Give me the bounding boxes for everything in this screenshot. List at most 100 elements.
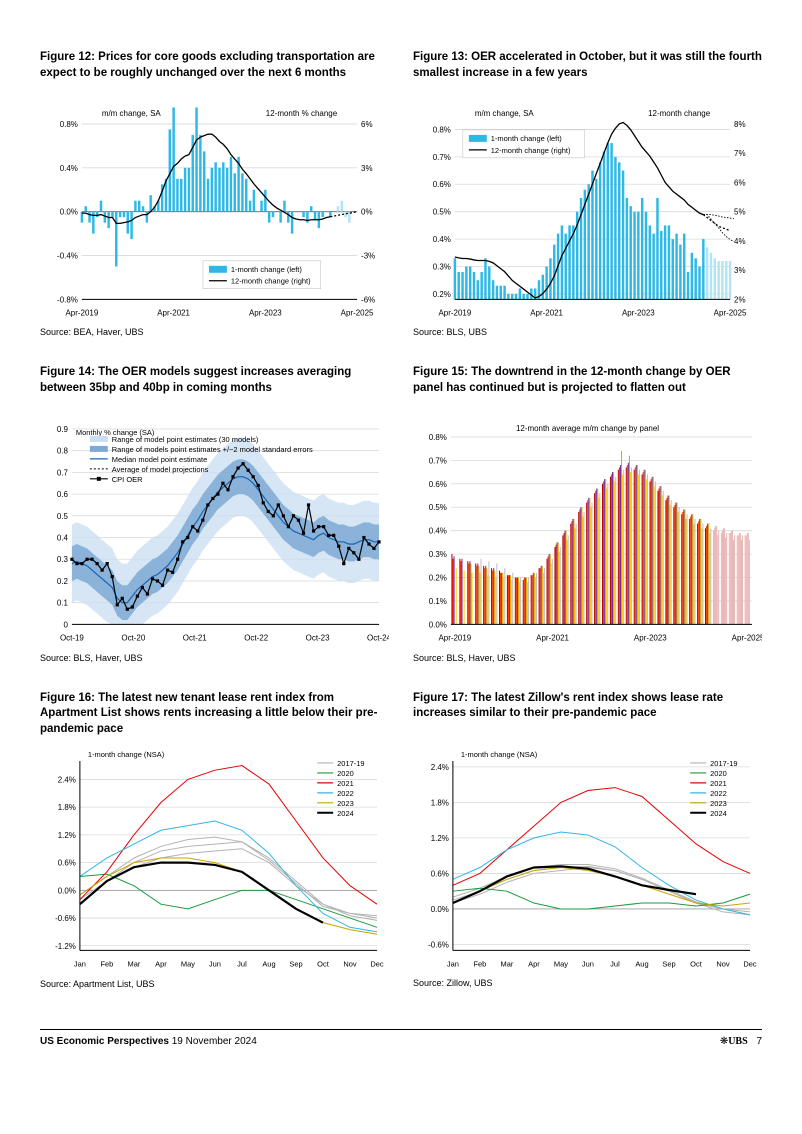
svg-text:0.8%: 0.8% [429,433,447,442]
figure-15-source: Source: BLS, Haver, UBS [413,653,762,663]
svg-text:Apr-2025: Apr-2025 [341,308,374,317]
figure-14: Figure 14: The OER models suggest increa… [40,365,389,662]
svg-text:2022: 2022 [710,789,727,798]
figure-12-title: Figure 12: Prices for core goods excludi… [40,50,389,96]
svg-text:1-month change (NSA): 1-month change (NSA) [461,750,538,759]
svg-text:Oct: Oct [690,959,703,968]
svg-text:0.5: 0.5 [57,512,69,521]
footer-date: 19 November 2024 [172,1036,257,1047]
svg-text:Apr-2021: Apr-2021 [157,308,190,317]
figure-16-source: Source: Apartment List, UBS [40,979,389,989]
figure-16-chart: -1.2%-0.6%0.0%0.6%1.2%1.8%2.4%JanFebMarA… [40,743,389,972]
svg-text:0.4%: 0.4% [429,527,447,536]
svg-text:0.6%: 0.6% [433,180,451,189]
svg-text:2.4%: 2.4% [431,763,449,772]
svg-text:1.8%: 1.8% [431,798,449,807]
svg-text:2022: 2022 [337,789,354,798]
svg-text:Oct-21: Oct-21 [183,634,207,643]
svg-text:Oct-20: Oct-20 [121,634,145,643]
svg-text:7%: 7% [734,149,746,158]
footer-left: US Economic Perspectives 19 November 202… [40,1036,257,1047]
svg-text:-6%: -6% [361,295,375,304]
keys-icon: ❋ [720,1036,728,1047]
svg-text:Jan: Jan [447,959,459,968]
svg-text:-1.2%: -1.2% [55,942,76,951]
svg-text:-3%: -3% [361,252,375,261]
figure-grid: Figure 12: Prices for core goods excludi… [40,50,762,989]
page-number: 7 [756,1036,762,1047]
svg-text:Average of model projections: Average of model projections [112,465,209,474]
svg-text:Jun: Jun [582,959,594,968]
figure-13: Figure 13: OER accelerated in October, b… [413,50,762,337]
svg-text:2017-19: 2017-19 [337,759,364,768]
svg-text:6%: 6% [734,178,746,187]
svg-text:12-month change (right): 12-month change (right) [231,277,311,286]
svg-text:Dec: Dec [370,960,384,969]
svg-text:0.3: 0.3 [57,556,69,565]
figure-17-source: Source: Zillow, UBS [413,978,762,988]
svg-text:0.1: 0.1 [57,599,69,608]
ubs-logo: UBS [728,1036,747,1047]
svg-text:8%: 8% [734,120,746,129]
svg-text:1-month change (left): 1-month change (left) [491,134,563,143]
svg-text:0.0%: 0.0% [431,905,449,914]
svg-text:0%: 0% [361,208,373,217]
svg-text:0.5%: 0.5% [433,208,451,217]
svg-text:Apr-2023: Apr-2023 [249,308,282,317]
svg-text:Nov: Nov [343,960,357,969]
svg-text:Nov: Nov [716,959,730,968]
svg-text:Apr-2023: Apr-2023 [622,308,655,317]
svg-text:2023: 2023 [710,799,727,808]
svg-text:3%: 3% [734,266,746,275]
svg-text:0.3%: 0.3% [429,550,447,559]
footer-right: ❋UBS 7 [720,1036,762,1047]
svg-text:May: May [554,959,568,968]
svg-text:Apr-2025: Apr-2025 [732,634,762,643]
svg-text:12-month % change: 12-month % change [266,109,338,118]
svg-text:0.7: 0.7 [57,469,69,478]
svg-text:0.5%: 0.5% [429,504,447,513]
svg-text:1-month change (NSA): 1-month change (NSA) [88,750,165,759]
svg-text:0.8: 0.8 [57,447,69,456]
svg-text:Apr: Apr [155,960,167,969]
svg-text:1.2%: 1.2% [431,834,449,843]
svg-text:6%: 6% [361,120,373,129]
svg-text:CPI OER: CPI OER [112,475,143,484]
figure-14-title: Figure 14: The OER models suggest increa… [40,365,389,411]
svg-text:0.0%: 0.0% [429,621,447,630]
figure-14-source: Source: BLS, Haver, UBS [40,653,389,663]
svg-text:2024: 2024 [337,809,354,818]
figure-12-source: Source: BEA, Haver, UBS [40,327,389,337]
svg-text:0.6: 0.6 [57,490,69,499]
figure-16-title: Figure 16: The latest new tenant lease r… [40,691,389,738]
svg-text:Apr-2025: Apr-2025 [714,308,747,317]
svg-text:0.8%: 0.8% [433,125,451,134]
figure-12-chart: -0.8%-0.4%0.0%0.4%0.8%-6%-3%0%3%6%Apr-20… [40,102,389,321]
svg-text:2024: 2024 [710,808,727,817]
figure-15: Figure 15: The downtrend in the 12-month… [413,365,762,662]
svg-text:5%: 5% [734,208,746,217]
svg-text:4%: 4% [734,237,746,246]
figure-17: Figure 17: The latest Zillow's rent inde… [413,691,762,989]
svg-text:0.1%: 0.1% [429,597,447,606]
svg-text:0.6%: 0.6% [431,869,449,878]
svg-text:Oct: Oct [317,960,330,969]
svg-text:Sep: Sep [662,959,675,968]
svg-text:0.0%: 0.0% [60,208,78,217]
svg-text:0.6%: 0.6% [429,480,447,489]
svg-text:1-month change (left): 1-month change (left) [231,265,303,274]
svg-text:m/m change, SA: m/m change, SA [102,109,162,118]
svg-text:0.2%: 0.2% [433,290,451,299]
svg-text:Aug: Aug [635,959,648,968]
svg-text:Jun: Jun [209,960,221,969]
svg-text:m/m change, SA: m/m change, SA [475,109,535,118]
svg-text:Apr-2021: Apr-2021 [530,308,563,317]
svg-text:0.3%: 0.3% [433,263,451,272]
svg-text:Dec: Dec [743,959,757,968]
svg-text:Median model point estimate: Median model point estimate [112,455,207,464]
svg-text:Range of model point estimates: Range of model point estimates (30 model… [112,435,259,444]
svg-text:0: 0 [63,621,68,630]
svg-text:Sep: Sep [289,960,302,969]
figure-17-title: Figure 17: The latest Zillow's rent inde… [413,691,762,737]
svg-text:1.2%: 1.2% [58,831,76,840]
